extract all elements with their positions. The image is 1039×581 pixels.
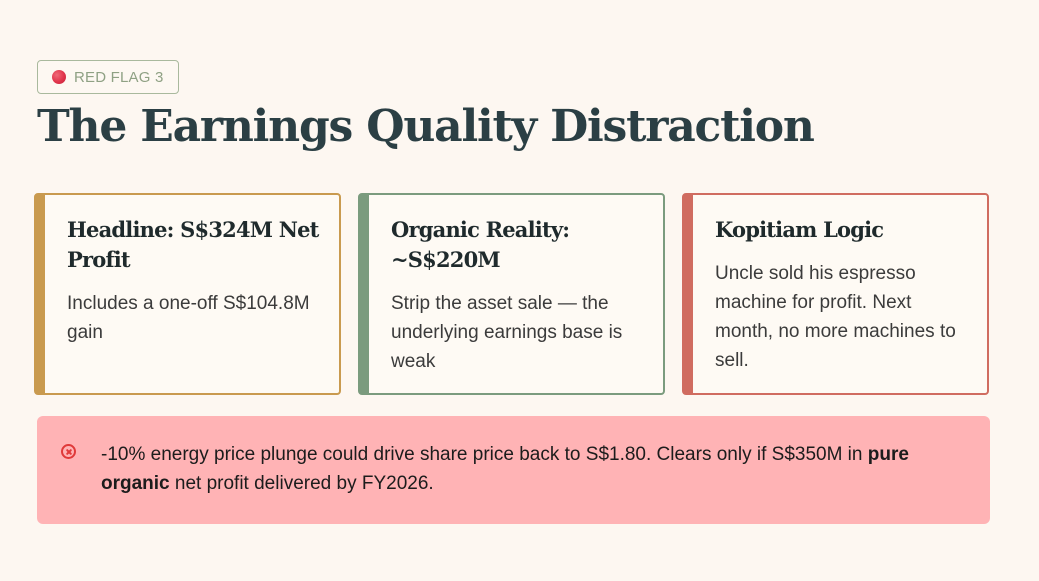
card-body: Uncle sold his espresso machine for prof… [715, 263, 956, 371]
warning-alert: -10% energy price plunge could drive sha… [37, 416, 990, 524]
alert-text-end: net profit delivered by FY2026. [169, 473, 434, 494]
red-dot-icon [52, 70, 66, 84]
card-heading: Organic Reality: ~S$220M [391, 217, 570, 272]
card-heading: Headline: S$324M Net Profit [67, 217, 319, 272]
red-flag-badge: RED FLAG 3 [37, 60, 179, 94]
alert-text-start: -10% energy price plunge could drive sha… [101, 444, 868, 465]
card-heading: Kopitiam Logic [715, 217, 884, 242]
alert-emphasis: pure organic [101, 444, 909, 494]
card-body: Includes a one-off S$104.8M gain [67, 293, 310, 343]
card-body: Strip the asset sale — the underlying ea… [391, 293, 623, 372]
card-kopitiam-logic: Kopitiam Logic Uncle sold his espresso m… [682, 193, 989, 395]
card-organic-reality: Organic Reality: ~S$220M Strip the asset… [358, 193, 665, 395]
page-title: The Earnings Quality Distraction [37, 101, 815, 152]
x-circle-icon [61, 444, 76, 459]
card-headline-profit: Headline: S$324M Net Profit Includes a o… [34, 193, 341, 395]
badge-label: RED FLAG 3 [74, 68, 164, 86]
alert-text: -10% energy price plunge could drive sha… [101, 444, 909, 494]
